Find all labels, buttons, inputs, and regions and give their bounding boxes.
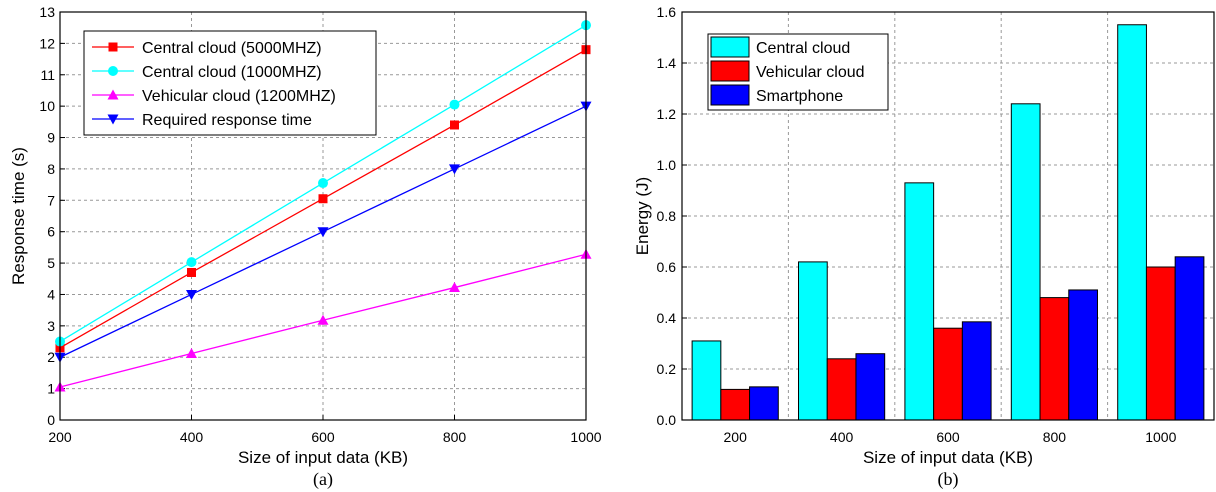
bar bbox=[855, 353, 886, 421]
legend-label: Smartphone bbox=[756, 88, 843, 105]
data-point bbox=[318, 178, 328, 189]
left-y-axis-title: Response time (s) bbox=[9, 147, 28, 285]
right-x-tick-label: 200 bbox=[724, 429, 748, 445]
data-point bbox=[317, 227, 329, 238]
right-x-axis-title: Size of input data (KB) bbox=[863, 448, 1033, 467]
bar bbox=[1145, 266, 1176, 421]
right-y-tick-label: 0.0 bbox=[657, 412, 677, 428]
bar bbox=[826, 358, 857, 421]
data-point bbox=[317, 314, 329, 325]
data-point bbox=[449, 164, 460, 175]
bar bbox=[798, 261, 828, 421]
left-y-tick-label: 4 bbox=[47, 286, 55, 302]
left-y-tick-label: 10 bbox=[39, 98, 55, 114]
legend-marker bbox=[107, 114, 119, 125]
left-y-tick-label: 12 bbox=[39, 35, 55, 51]
data-point bbox=[449, 282, 460, 293]
right-caption: (b) bbox=[938, 469, 959, 490]
left-y-tick-label: 0 bbox=[47, 412, 55, 428]
left-y-tick-label: 5 bbox=[47, 255, 55, 271]
left-y-tick-label: 9 bbox=[47, 130, 55, 146]
data-point bbox=[187, 267, 196, 277]
legend-label: Vehicular cloud (1200MHZ) bbox=[142, 88, 336, 105]
right-y-tick-label: 0.4 bbox=[657, 310, 677, 326]
bar bbox=[961, 321, 992, 421]
left-caption: (a) bbox=[313, 469, 333, 490]
right-y-tick-label: 1.4 bbox=[657, 55, 677, 71]
left-y-tick-label: 13 bbox=[39, 4, 55, 20]
legend-label: Central cloud (1000MHZ) bbox=[142, 64, 322, 81]
bar bbox=[749, 386, 779, 421]
right-y-axis-title: Energy (J) bbox=[633, 177, 652, 255]
left-x-tick-label: 400 bbox=[180, 429, 204, 445]
data-point bbox=[186, 257, 197, 268]
left-x-tick-label: 200 bbox=[48, 429, 72, 445]
left-y-tick-label: 6 bbox=[47, 224, 55, 240]
left-y-tick-label: 1 bbox=[47, 381, 55, 397]
right-bars bbox=[691, 24, 1205, 421]
right-y-tick-label: 1.0 bbox=[657, 157, 677, 173]
bar bbox=[1010, 103, 1041, 421]
bar bbox=[1068, 289, 1098, 421]
right-y-tick-label: 0.6 bbox=[657, 259, 677, 275]
right-x-ticks: 200 400 600 800 1000 bbox=[724, 415, 1177, 445]
legend-swatch bbox=[710, 36, 750, 58]
legend-marker bbox=[107, 89, 119, 100]
left-y-tick-label: 2 bbox=[47, 349, 55, 365]
legend-marker bbox=[108, 42, 118, 52]
right-y-tick-label: 0.8 bbox=[657, 208, 677, 224]
right-y-tick-label: 0.2 bbox=[657, 361, 677, 377]
left-y-tick-label: 8 bbox=[47, 161, 55, 177]
right-y-ticks: 0.0 0.2 0.4 0.6 0.8 1.0 1.2 1.4 1.6 bbox=[657, 4, 687, 428]
left-plot-frame bbox=[59, 11, 587, 421]
left-y-tick-label: 3 bbox=[47, 318, 55, 334]
left-x-axis-title: Size of input data (KB) bbox=[238, 448, 408, 467]
right-x-tick-label: 800 bbox=[1043, 429, 1067, 445]
left-legend: Central cloud (5000MHZ) Central cloud (10… bbox=[83, 30, 377, 136]
right-y-tick-label: 1.6 bbox=[657, 4, 677, 20]
bar bbox=[1117, 24, 1147, 421]
left-x-tick-label: 600 bbox=[311, 429, 335, 445]
data-point bbox=[186, 347, 197, 358]
right-x-tick-label: 1000 bbox=[1145, 429, 1176, 445]
bar bbox=[1039, 297, 1070, 421]
data-point bbox=[318, 194, 328, 204]
left-x-tick-label: 800 bbox=[443, 429, 467, 445]
bar bbox=[720, 388, 751, 421]
bar bbox=[1174, 256, 1205, 421]
right-x-tick-label: 400 bbox=[830, 429, 854, 445]
energy-chart: 0.0 0.2 0.4 0.6 0.8 1.0 1.2 1.4 1.6 200 400 600 800… bbox=[633, 4, 1215, 490]
left-y-tick-label: 11 bbox=[40, 67, 55, 83]
right-y-tick-label: 1.2 bbox=[657, 106, 677, 122]
right-plot-frame bbox=[681, 11, 1215, 421]
left-y-tick-label: 7 bbox=[47, 192, 55, 208]
legend-label: Central cloud bbox=[756, 40, 850, 57]
legend-label: Central cloud (5000MHZ) bbox=[142, 40, 322, 57]
data-point bbox=[450, 120, 459, 130]
bar bbox=[933, 327, 963, 421]
bar bbox=[904, 182, 935, 421]
legend-swatch bbox=[710, 60, 750, 82]
bar bbox=[691, 340, 722, 421]
right-legend: Central cloud Vehicular cloud Smartphone bbox=[707, 33, 889, 111]
legend-marker bbox=[108, 66, 118, 76]
data-point bbox=[449, 99, 460, 110]
legend-swatch bbox=[710, 84, 750, 106]
left-legend-box bbox=[83, 30, 377, 136]
data-point bbox=[186, 289, 197, 300]
legend-label: Required response time bbox=[142, 112, 312, 129]
right-x-tick-label: 600 bbox=[936, 429, 960, 445]
left-x-tick-label: 1000 bbox=[570, 429, 601, 445]
legend-label: Vehicular cloud bbox=[756, 64, 865, 81]
